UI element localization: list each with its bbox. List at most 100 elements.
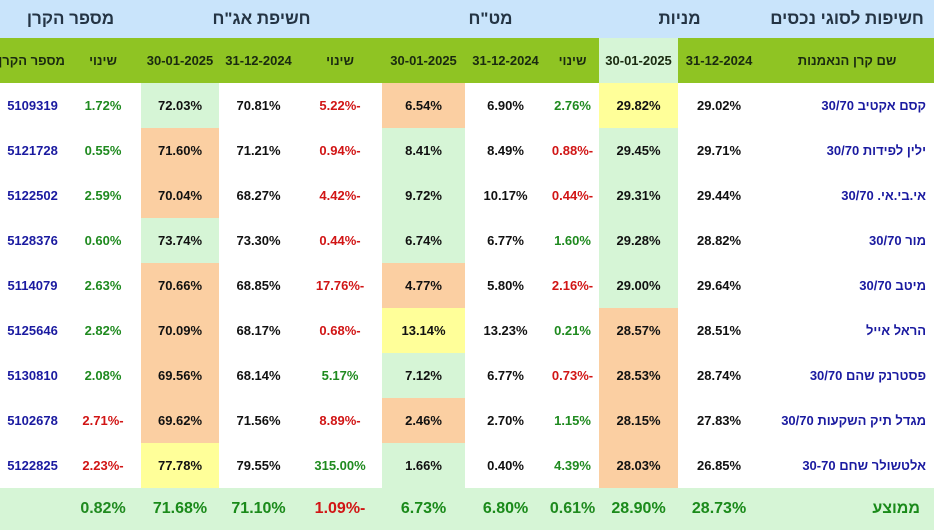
table-row: מור 30/70 28.82% 29.28% 1.60% 6.77% 6.74% -0.4…: [0, 218, 934, 263]
group-header: מט"ח: [382, 0, 600, 38]
table-cell: 29.02%: [678, 83, 761, 128]
column-header: שם קרן הנאמנות: [760, 38, 934, 83]
table-cell: 4.77%: [382, 263, 466, 308]
fund-name: פסטרנק שהם 30/70: [760, 353, 934, 398]
table-cell: 8.41%: [382, 128, 466, 173]
table-cell: 5.17%: [298, 353, 383, 398]
group-header: מניות: [599, 0, 761, 38]
table-cell: 9.72%: [382, 173, 466, 218]
table-cell: 4.39%: [546, 443, 600, 488]
table-cell: 10.17%: [465, 173, 547, 218]
table-cell: 1.60%: [546, 218, 600, 263]
table-cell: 8.49%: [465, 128, 547, 173]
table-cell: 2.82%: [65, 308, 141, 353]
table-cell: -2.16%: [546, 263, 600, 308]
table-cell: -2.71%: [65, 398, 141, 443]
table-cell: 28.82%: [678, 218, 761, 263]
table-row: אלטשולר שחם 30-70 26.85% 28.03% 4.39% 0.40% 1…: [0, 443, 934, 488]
column-header: שינוי: [298, 38, 383, 83]
table-cell: 71.56%: [219, 398, 299, 443]
fund-number: 5125646: [0, 308, 65, 353]
table-cell: -0.73%: [546, 353, 600, 398]
fund-number: 5128376: [0, 218, 65, 263]
fund-number: 5122825: [0, 443, 65, 488]
table-cell: 26.85%: [678, 443, 761, 488]
table-cell: 70.09%: [141, 308, 220, 353]
table-cell: 6.90%: [465, 83, 547, 128]
average-cell: [0, 488, 65, 530]
average-cell: 6.73%: [382, 488, 466, 530]
table-cell: 29.64%: [678, 263, 761, 308]
table-row: הראל אייל 28.51% 28.57% 0.21% 13.23% 13.14% -0…: [0, 308, 934, 353]
fund-name: מיטב 30/70: [760, 263, 934, 308]
average-cell: 71.68%: [141, 488, 220, 530]
table-cell: 73.74%: [141, 218, 220, 263]
table-cell: 13.14%: [382, 308, 466, 353]
table-cell: -0.44%: [546, 173, 600, 218]
fund-name: אי.בי.אי. 30/70: [760, 173, 934, 218]
table-cell: 29.82%: [599, 83, 679, 128]
fund-name: ילין לפידות 30/70: [760, 128, 934, 173]
average-label: ממוצע: [760, 488, 934, 530]
table-cell: 6.54%: [382, 83, 466, 128]
table-cell: 2.59%: [65, 173, 141, 218]
column-header: 31-12-2024: [219, 38, 299, 83]
table-cell: -8.89%: [298, 398, 383, 443]
fund-number: 5121728: [0, 128, 65, 173]
table-cell: 29.31%: [599, 173, 679, 218]
table-cell: -0.88%: [546, 128, 600, 173]
table-cell: 1.15%: [546, 398, 600, 443]
average-cell: 28.90%: [599, 488, 679, 530]
table-cell: 2.08%: [65, 353, 141, 398]
table-row: פסטרנק שהם 30/70 28.74% 28.53% -0.73% 6.77% 7…: [0, 353, 934, 398]
table-body: קסם אקטיב 30/70 29.02% 29.82% 2.76% 6.90% 6.5…: [0, 83, 934, 488]
table-cell: 69.62%: [141, 398, 220, 443]
table-cell: 13.23%: [465, 308, 547, 353]
table-cell: 28.03%: [599, 443, 679, 488]
table-row: קסם אקטיב 30/70 29.02% 29.82% 2.76% 6.90% 6.5…: [0, 83, 934, 128]
table-cell: 0.40%: [465, 443, 547, 488]
table-cell: 0.55%: [65, 128, 141, 173]
column-header: 31-12-2024: [678, 38, 761, 83]
table-cell: 29.71%: [678, 128, 761, 173]
table-cell: 6.77%: [465, 353, 547, 398]
column-header: שינוי: [65, 38, 141, 83]
table-cell: 7.12%: [382, 353, 466, 398]
table-cell: 79.55%: [219, 443, 299, 488]
column-header: 31-12-2024: [465, 38, 547, 83]
table-cell: 1.72%: [65, 83, 141, 128]
table-cell: 28.15%: [599, 398, 679, 443]
table-cell: 70.04%: [141, 173, 220, 218]
table-cell: 71.60%: [141, 128, 220, 173]
column-header-row: שם קרן הנאמנות 31-12-2024 30-01-2025 שינ…: [0, 38, 934, 83]
table-cell: 71.21%: [219, 128, 299, 173]
average-cell: -1.09%: [298, 488, 383, 530]
table-cell: -17.76%: [298, 263, 383, 308]
table-row: אי.בי.אי. 30/70 29.44% 29.31% -0.44% 10.17% 9…: [0, 173, 934, 218]
fund-number: 5122502: [0, 173, 65, 218]
table-cell: 68.14%: [219, 353, 299, 398]
table-cell: 27.83%: [678, 398, 761, 443]
table-cell: 0.21%: [546, 308, 600, 353]
table-cell: 0.60%: [65, 218, 141, 263]
table-cell: 28.53%: [599, 353, 679, 398]
table-cell: 68.85%: [219, 263, 299, 308]
table-cell: 2.63%: [65, 263, 141, 308]
table-cell: -2.23%: [65, 443, 141, 488]
table-cell: 72.03%: [141, 83, 220, 128]
average-cell: 0.82%: [65, 488, 141, 530]
average-cell: 71.10%: [219, 488, 299, 530]
fund-number: 5114079: [0, 263, 65, 308]
table-cell: 28.74%: [678, 353, 761, 398]
table-cell: 29.45%: [599, 128, 679, 173]
table-cell: -0.68%: [298, 308, 383, 353]
table-row: מיטב 30/70 29.64% 29.00% -2.16% 5.80% 4.77% -1…: [0, 263, 934, 308]
average-cell: 0.61%: [546, 488, 600, 530]
table-cell: 315.00%: [298, 443, 383, 488]
fund-name: אלטשולר שחם 30-70: [760, 443, 934, 488]
table-cell: 2.70%: [465, 398, 547, 443]
table-cell: 28.57%: [599, 308, 679, 353]
fund-name: קסם אקטיב 30/70: [760, 83, 934, 128]
group-header: מספר הקרן: [0, 0, 141, 38]
column-header: 30-01-2025: [141, 38, 220, 83]
